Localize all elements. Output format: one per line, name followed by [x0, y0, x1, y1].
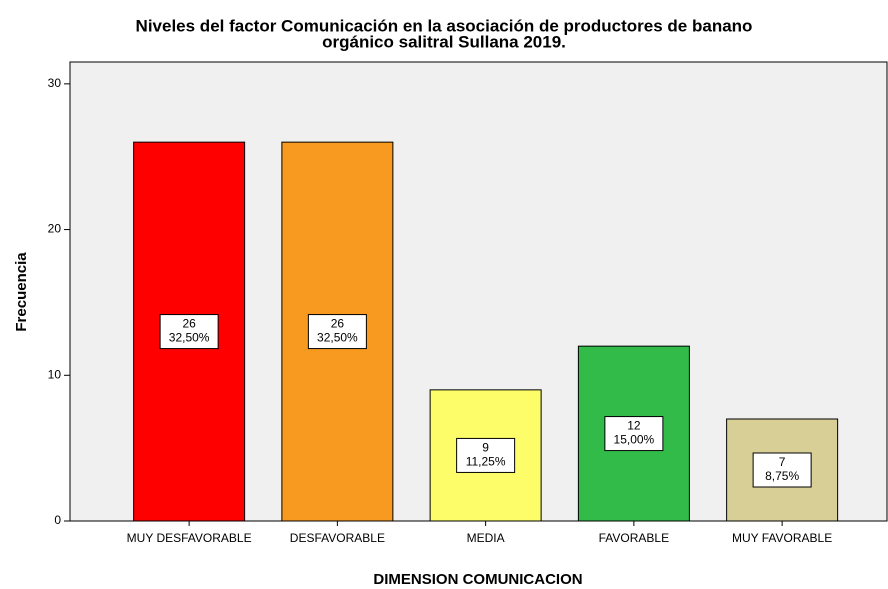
x-tick-label: MUY FAVORABLE	[732, 531, 832, 545]
percent-label: 15,00%	[614, 433, 655, 447]
x-tick-label: MEDIA	[467, 531, 505, 545]
data-label-box	[456, 437, 516, 473]
y-axis-title: Frecuencia	[13, 252, 30, 332]
chart-title: orgánico salitral Sullana 2019.	[322, 32, 566, 51]
bar	[281, 141, 394, 522]
data-label: 12	[627, 419, 641, 433]
data-label: 9	[482, 441, 489, 455]
percent-label: 8,75%	[765, 469, 799, 483]
x-tick-label: MUY DESFAVORABLE	[127, 531, 252, 545]
percent-label: 32,50%	[317, 331, 358, 345]
x-axis-title: DIMENSION COMUNICACION	[373, 571, 582, 588]
data-label: 26	[331, 317, 345, 331]
data-label-box	[159, 314, 219, 350]
data-label: 26	[182, 317, 196, 331]
x-tick-label: DESFAVORABLE	[290, 531, 385, 545]
percent-label: 11,25%	[466, 455, 506, 469]
y-tick-label: 0	[54, 513, 61, 527]
data-label-box	[752, 452, 812, 488]
y-tick-label: 10	[48, 367, 62, 381]
percent-label: 32,50%	[169, 331, 210, 345]
data-label: 7	[779, 455, 786, 469]
data-label-box	[604, 416, 664, 452]
x-tick-label: FAVORABLE	[599, 531, 669, 545]
y-tick-label: 20	[48, 222, 62, 236]
data-label-box	[307, 314, 367, 350]
y-tick-label: 30	[48, 76, 62, 90]
chart-title: Niveles del factor Comunicación en la as…	[136, 16, 753, 35]
